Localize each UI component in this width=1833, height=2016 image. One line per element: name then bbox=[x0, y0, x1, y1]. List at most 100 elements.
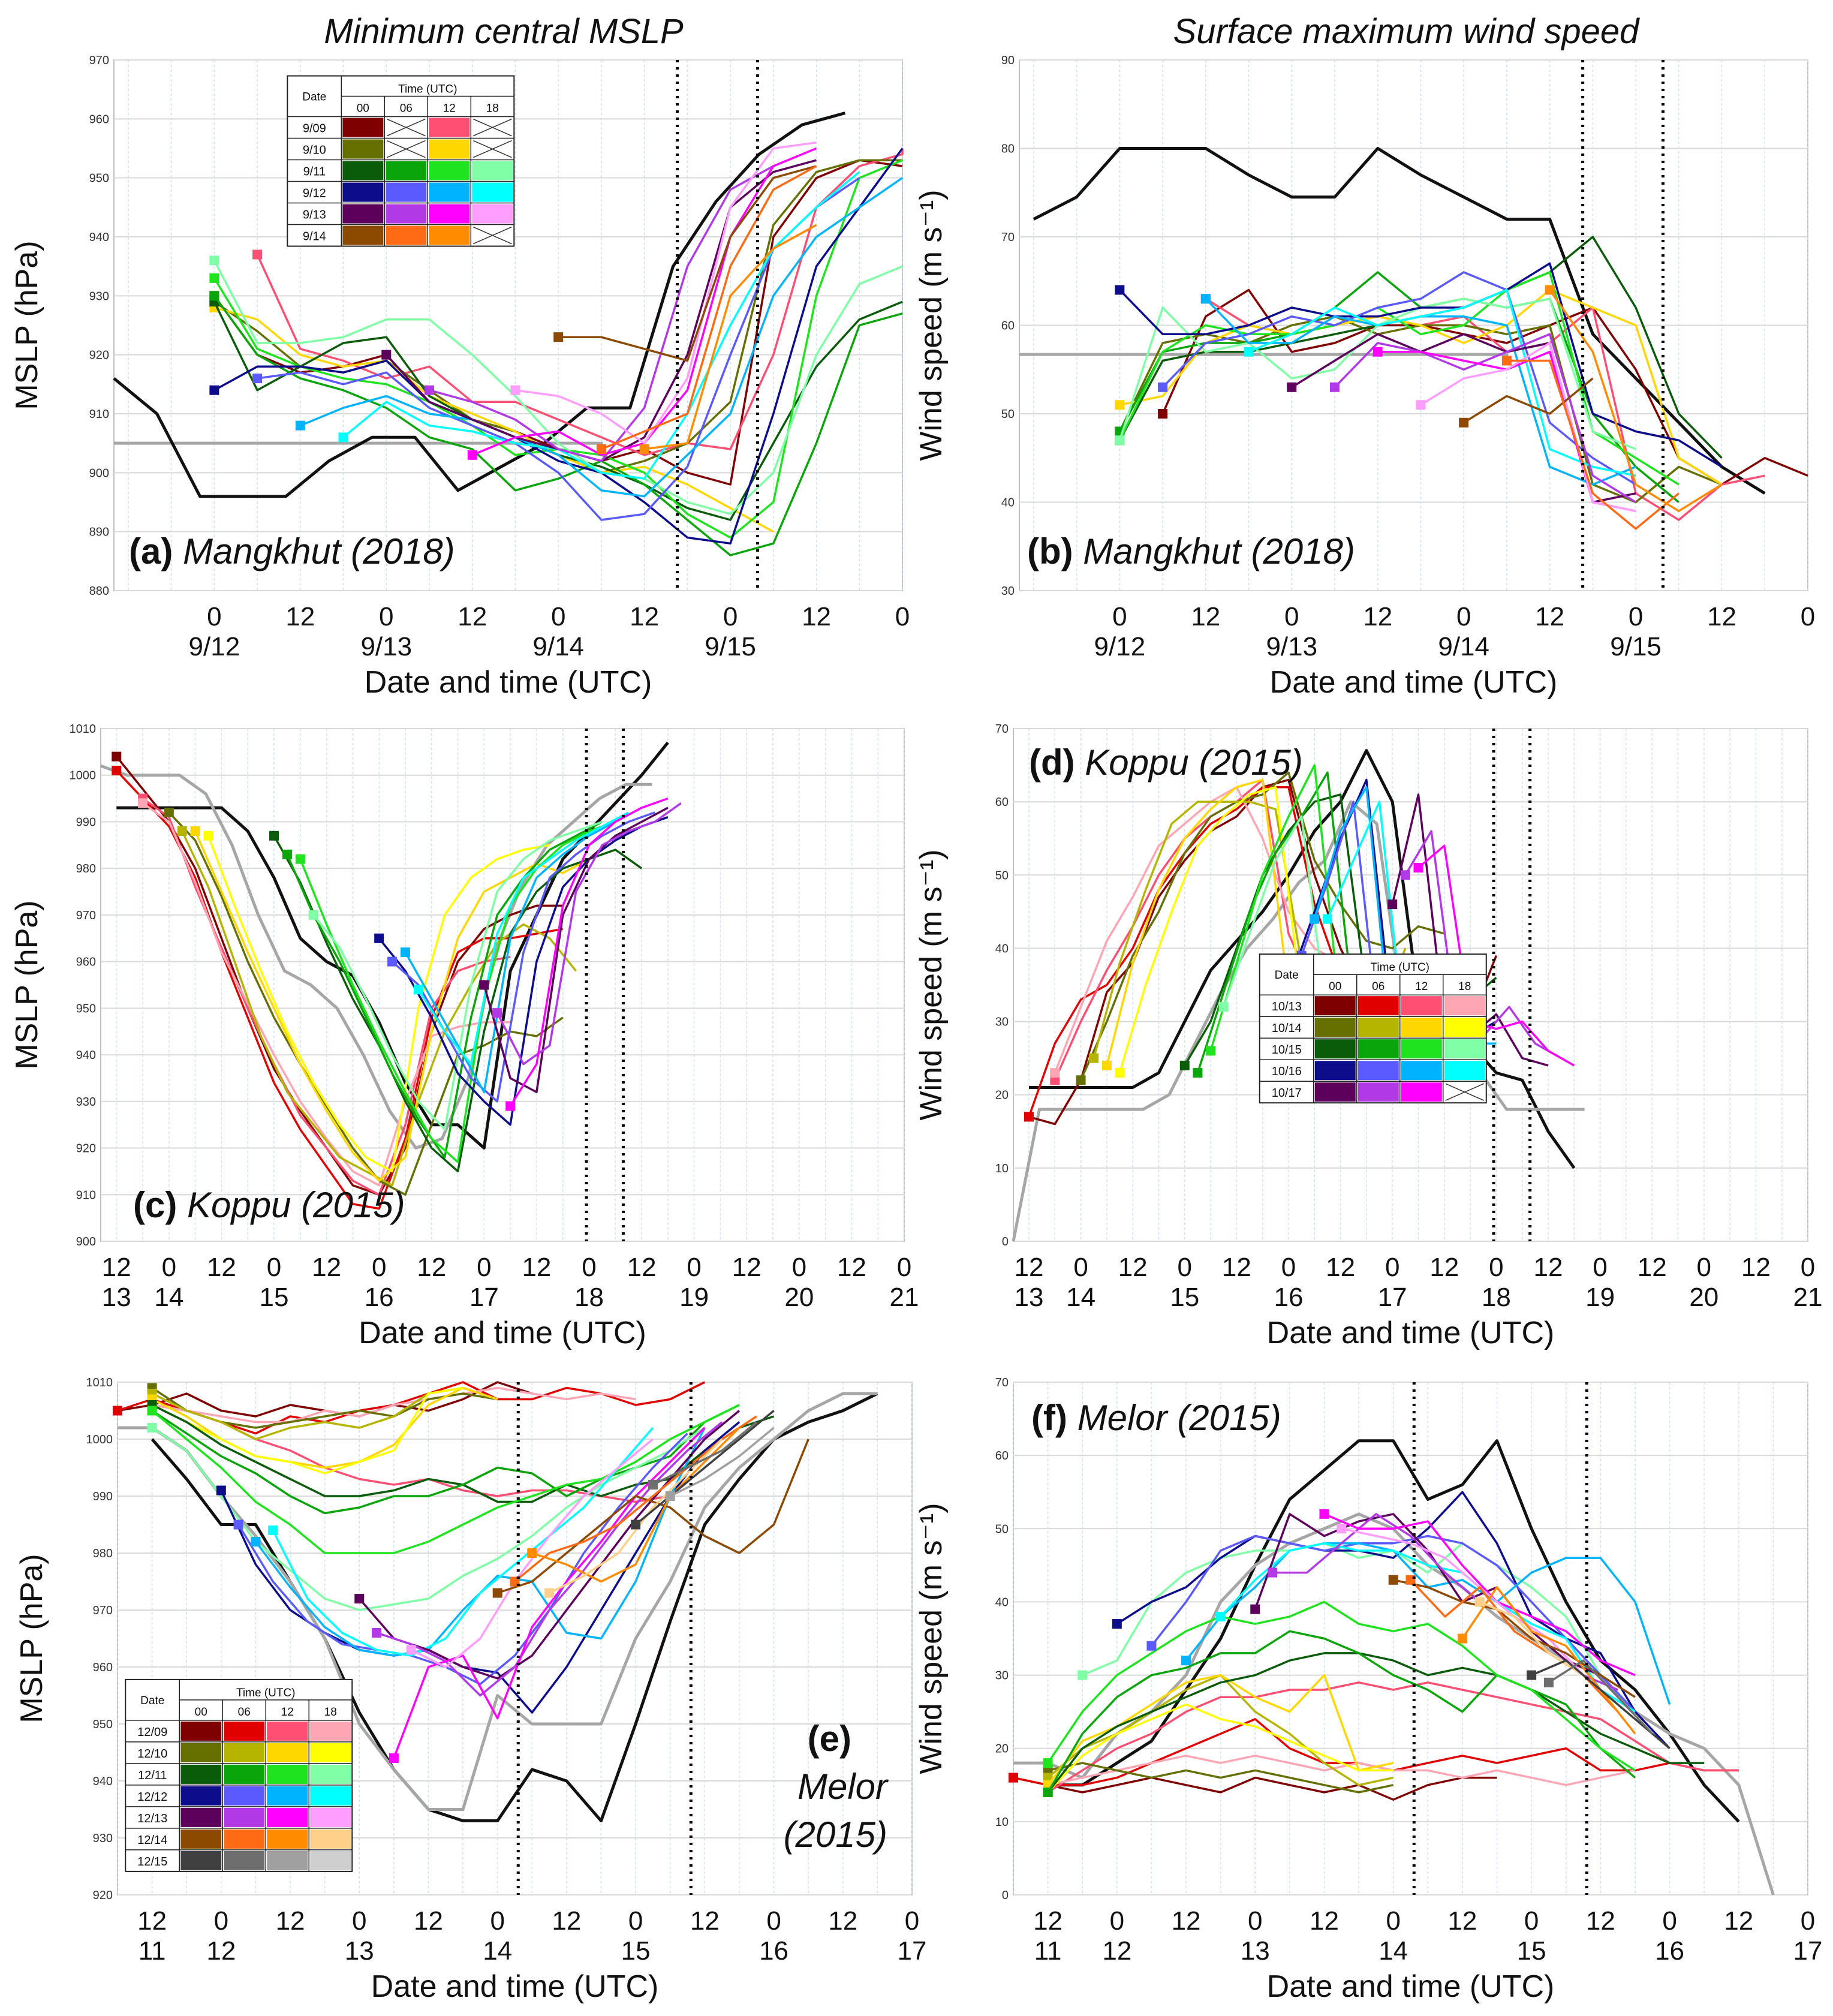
legend-hour: 12 bbox=[443, 103, 456, 115]
y-tick-label: 990 bbox=[76, 816, 96, 829]
panel-label-letter: (d) bbox=[1029, 742, 1085, 783]
x-tick-label: 0 bbox=[897, 1253, 911, 1282]
legend-swatch bbox=[267, 1743, 308, 1762]
y-tick-label: 10 bbox=[995, 1816, 1009, 1829]
x-tick-date: 9/13 bbox=[1266, 632, 1317, 661]
series-start-marker bbox=[1158, 409, 1168, 419]
x-tick-date: 11 bbox=[139, 1936, 166, 1966]
legend-swatch bbox=[1358, 1082, 1399, 1102]
y-tick-label: 60 bbox=[995, 796, 1009, 809]
x-tick-label: 0 bbox=[792, 1253, 806, 1282]
legend-swatch bbox=[1314, 1039, 1356, 1059]
legend-swatch bbox=[1444, 1018, 1485, 1037]
series-start-marker bbox=[1545, 285, 1555, 295]
y-tick-label: 60 bbox=[1001, 320, 1015, 333]
series-start-marker bbox=[354, 1594, 365, 1603]
y-axis-label: Wind speed (m s⁻¹) bbox=[914, 189, 949, 461]
legend-swatch bbox=[342, 225, 384, 245]
series-line-12-15-06 bbox=[1548, 1659, 1654, 1735]
legend-empty-cell bbox=[386, 140, 426, 158]
legend-swatch bbox=[1314, 1061, 1356, 1081]
x-tick-label: 0 bbox=[1662, 1906, 1677, 1936]
legend-swatch bbox=[1401, 1018, 1442, 1037]
series-start-marker bbox=[648, 1480, 658, 1490]
series-start-marker bbox=[209, 255, 219, 266]
x-tick-date: 13 bbox=[102, 1283, 131, 1312]
series-start-marker bbox=[374, 933, 384, 943]
series-start-marker bbox=[372, 1628, 382, 1638]
y-tick-label: 930 bbox=[76, 1096, 96, 1109]
legend-swatch bbox=[180, 1743, 222, 1762]
series-start-marker bbox=[1373, 347, 1383, 357]
panel-label-letter: (b) bbox=[1027, 531, 1083, 571]
legend-swatch bbox=[180, 1807, 222, 1827]
series-line-10-14-18 bbox=[207, 835, 550, 1173]
y-tick-label: 950 bbox=[89, 172, 109, 185]
legend-a: Time (UTC) Date 00 06 12 18 9/09 9/10 9/11 9/12 9/… bbox=[287, 75, 515, 247]
y-tick-label: 950 bbox=[76, 1002, 96, 1015]
x-tick-label: 12 bbox=[552, 1906, 581, 1936]
y-axis-label: MSLP (hPa) bbox=[14, 1554, 49, 1723]
series-line-12-10-18 bbox=[1047, 1703, 1393, 1794]
y-tick-label: 40 bbox=[995, 942, 1009, 955]
series-line-12-14-00 bbox=[497, 1439, 809, 1594]
x-tick-date: 11 bbox=[1034, 1936, 1062, 1966]
series-start-marker bbox=[1310, 914, 1320, 924]
series-start-marker bbox=[505, 1101, 516, 1111]
legend-swatch bbox=[472, 182, 513, 202]
series-line-reference bbox=[118, 1392, 878, 1811]
series-start-marker bbox=[1193, 1068, 1203, 1078]
series-line-9-13-06 bbox=[429, 165, 774, 462]
series-start-marker bbox=[138, 798, 148, 808]
series-line-12-13-06 bbox=[376, 1421, 723, 1697]
panel-label-name: Mangkhut (2018) bbox=[1083, 531, 1355, 571]
legend-swatch bbox=[386, 225, 427, 245]
legend-date: 12/14 bbox=[137, 1834, 167, 1847]
legend-swatch bbox=[1358, 996, 1399, 1016]
series-start-marker bbox=[1112, 1619, 1122, 1629]
x-tick-date: 15 bbox=[260, 1283, 289, 1312]
series-line-10-15-18 bbox=[312, 820, 603, 1131]
legend-swatch bbox=[386, 161, 427, 180]
y-axis-label: MSLP (hPa) bbox=[10, 900, 44, 1069]
series-start-marker bbox=[209, 291, 219, 301]
x-tick-label: 12 bbox=[1638, 1253, 1667, 1282]
series-start-marker bbox=[492, 1588, 502, 1598]
legend-swatch bbox=[1444, 996, 1485, 1016]
y-tick-label: 900 bbox=[76, 1235, 96, 1248]
legend-swatch bbox=[386, 204, 427, 224]
legend-date: 12/10 bbox=[137, 1747, 167, 1761]
series-start-marker bbox=[1337, 1524, 1347, 1534]
x-tick-date: 17 bbox=[898, 1936, 927, 1966]
series-start-marker bbox=[1024, 1112, 1034, 1122]
series-start-marker bbox=[544, 1588, 555, 1598]
y-tick-label: 880 bbox=[89, 585, 109, 598]
x-tick-date: 16 bbox=[365, 1283, 394, 1312]
series-line-9-09-12 bbox=[256, 148, 904, 456]
series-start-marker bbox=[1158, 382, 1168, 392]
panel-label-name: Koppu (2015) bbox=[187, 1185, 405, 1225]
x-tick-date: 14 bbox=[154, 1283, 183, 1312]
x-tick-label: 0 bbox=[628, 1906, 643, 1936]
x-tick-label: 0 bbox=[1385, 1253, 1399, 1282]
legend-date: 9/09 bbox=[303, 122, 326, 136]
series-start-marker bbox=[1215, 1611, 1226, 1621]
x-tick-date: 21 bbox=[1793, 1283, 1823, 1312]
y-tick-label: 1010 bbox=[86, 1376, 113, 1389]
x-tick-label: 0 bbox=[490, 1906, 504, 1936]
series-line-9-12-18 bbox=[1248, 288, 1636, 477]
legend-swatch bbox=[267, 1764, 308, 1784]
y-tick-label: 930 bbox=[89, 290, 109, 303]
y-tick-label: 70 bbox=[995, 723, 1009, 736]
x-tick-date: 14 bbox=[1378, 1936, 1408, 1966]
x-tick-label: 0 bbox=[895, 602, 910, 631]
y-tick-label: 0 bbox=[1002, 1235, 1009, 1248]
panel-label-letter: (f) bbox=[1031, 1398, 1077, 1438]
series-start-marker bbox=[1200, 294, 1211, 304]
legend-swatch bbox=[1314, 1018, 1356, 1037]
panel-label-name: Melor bbox=[797, 1767, 889, 1807]
series-start-marker bbox=[665, 1491, 675, 1501]
series-start-marker bbox=[467, 450, 477, 460]
y-tick-label: 20 bbox=[995, 1743, 1009, 1756]
